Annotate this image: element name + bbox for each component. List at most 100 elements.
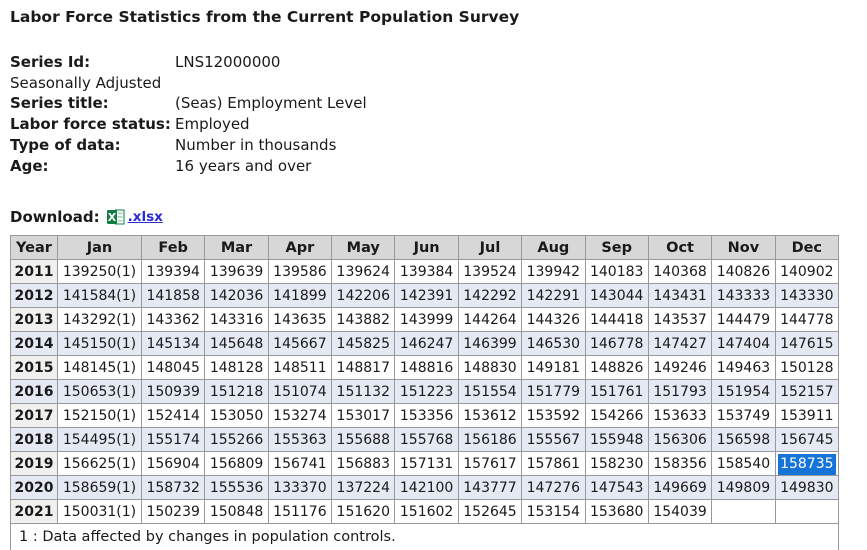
data-cell: 155768	[394, 427, 459, 453]
table-row-2012: 2012 141584(1) 141858 142036 141899 142206 142…	[10, 283, 840, 309]
series-id-label: Series Id:	[10, 53, 91, 71]
data-cell: 139586	[267, 259, 333, 285]
data-cell: 151132	[331, 379, 396, 405]
data-cell: 143044	[584, 283, 649, 309]
data-cell: 148826	[584, 355, 649, 381]
data-cell: 139384	[394, 259, 459, 285]
data-cell: 149809	[711, 475, 776, 501]
data-cell: 148816	[394, 355, 459, 381]
data-cell: 151761	[584, 379, 649, 405]
year-cell: 2021	[10, 499, 58, 525]
data-cell: 154039	[647, 499, 713, 525]
data-cell: 150128	[774, 355, 840, 381]
data-cell: 151779	[521, 379, 586, 405]
data-cell: 144326	[521, 307, 586, 333]
data-cell: 157617	[457, 451, 523, 477]
column-header-sep: Sep	[584, 235, 649, 261]
data-cell: 151954	[711, 379, 776, 405]
data-cell: 158230	[584, 451, 649, 477]
data-cell: 143635	[267, 307, 333, 333]
year-cell: 2014	[10, 331, 58, 357]
data-cell: 153274	[267, 403, 333, 429]
data-cell: 141899	[267, 283, 333, 309]
series-title-label: Series title:	[10, 94, 109, 113]
data-cell: 144778	[774, 307, 840, 333]
data-cell: 158732	[140, 475, 206, 501]
data-cell: 155363	[267, 427, 333, 453]
data-cell: 153749	[711, 403, 776, 429]
data-cell: 148511	[267, 355, 333, 381]
table-row-2020: 2020 158659(1) 158732 155536 133370 137224 142…	[10, 475, 840, 501]
data-cell: 145134	[140, 331, 206, 357]
table-row-2017: 2017 152150(1) 152414 153050 153274 153017 153…	[10, 403, 840, 429]
column-header-may: May	[331, 235, 396, 261]
data-cell: 137224	[331, 475, 396, 501]
data-cell: 153050	[204, 403, 269, 429]
data-cell: 157131	[394, 451, 459, 477]
data-cell: 151554	[457, 379, 523, 405]
column-header-jan: Jan	[57, 235, 142, 261]
data-cell: 151620	[331, 499, 396, 525]
column-header-jul: Jul	[457, 235, 523, 261]
column-header-nov: Nov	[711, 235, 776, 261]
data-cell: 150939	[140, 379, 206, 405]
data-cell: 139394	[140, 259, 206, 285]
data-cell: 142206	[331, 283, 396, 309]
data-cell: 144479	[711, 307, 776, 333]
column-header-jun: Jun	[394, 235, 459, 261]
data-cell: 156598	[711, 427, 776, 453]
series-metadata: Series Id: LNS12000000 Seasonally Adjust…	[10, 52, 857, 176]
data-cell: 156809	[204, 451, 269, 477]
data-cell: 143362	[140, 307, 206, 333]
data-cell: 154266	[584, 403, 649, 429]
series-id-value: LNS12000000	[175, 53, 281, 71]
data-cell: 150848	[204, 499, 269, 525]
year-cell: 2017	[10, 403, 58, 429]
column-header-dec: Dec	[774, 235, 840, 261]
data-cell	[711, 499, 776, 525]
meta-row-age: Age: 16 years and over	[10, 156, 857, 177]
data-cell: 153680	[584, 499, 649, 525]
table-row-2019: 2019 156625(1) 156904 156809 156741 156883 157…	[10, 451, 840, 477]
data-cell: 158735	[774, 451, 840, 477]
data-cell: 156904	[140, 451, 206, 477]
data-cell: 152645	[457, 499, 523, 525]
footnote-row: 1 : Data affected by changes in populati…	[10, 523, 839, 550]
data-cell: 145648	[204, 331, 269, 357]
column-header-aug: Aug	[521, 235, 586, 261]
data-cell: 150031(1)	[57, 499, 142, 525]
meta-row-seasonally-adjusted: Seasonally Adjusted	[10, 73, 857, 94]
data-cell: 147615	[774, 331, 840, 357]
data-cell: 147427	[647, 331, 713, 357]
table-row-2016: 2016 150653(1) 150939 151218 151074 151132 151…	[10, 379, 840, 405]
data-cell: 147276	[521, 475, 586, 501]
data-cell: 139624	[331, 259, 396, 285]
data-cell: 142036	[204, 283, 269, 309]
data-cell: 151074	[267, 379, 333, 405]
page-title: Labor Force Statistics from the Current …	[10, 8, 520, 26]
excel-xlsx-icon[interactable]: X	[106, 209, 125, 225]
data-cell: 150653(1)	[57, 379, 142, 405]
data-cell: 148817	[331, 355, 396, 381]
data-cell: 145667	[267, 331, 333, 357]
data-cell: 155174	[140, 427, 206, 453]
data-cell: 140902	[774, 259, 840, 285]
data-cell: 151223	[394, 379, 459, 405]
data-cell: 146247	[394, 331, 459, 357]
data-cell: 149181	[521, 355, 586, 381]
labor-force-status-label: Labor force status:	[10, 115, 171, 134]
data-cell: 151176	[267, 499, 333, 525]
data-cell: 147404	[711, 331, 776, 357]
year-cell: 2018	[10, 427, 58, 453]
xlsx-download-link[interactable]: .xlsx	[127, 209, 163, 226]
data-cell: 133370	[267, 475, 333, 501]
column-header-feb: Feb	[140, 235, 206, 261]
data-cell: 143777	[457, 475, 523, 501]
table-row-2013: 2013 143292(1) 143362 143316 143635 143882 143…	[10, 307, 840, 333]
type-of-data-value: Number in thousands	[175, 135, 337, 154]
year-cell: 2011	[10, 259, 58, 285]
data-cell: 153154	[521, 499, 586, 525]
data-cell: 141584(1)	[57, 283, 142, 309]
data-cell: 142100	[394, 475, 459, 501]
